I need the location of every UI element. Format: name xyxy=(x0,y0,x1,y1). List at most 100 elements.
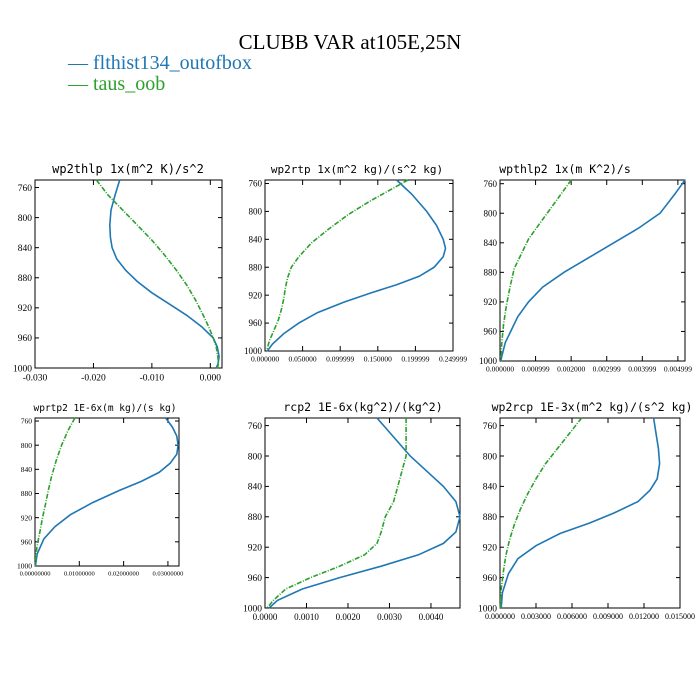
series-line-flthist134 xyxy=(499,179,686,362)
x-tick-label: 0.01000000 xyxy=(64,571,95,578)
y-tick-label: 760 xyxy=(484,179,498,189)
x-tick-label: 0.002000 xyxy=(557,365,585,374)
y-tick-label: 960 xyxy=(484,327,498,337)
series-line-taus-oob xyxy=(266,418,407,609)
plot-frame xyxy=(264,417,461,609)
y-tick-label: 1000 xyxy=(478,604,497,614)
x-tick-label: 0.003999 xyxy=(628,365,656,374)
x-tick-label: 0.0010 xyxy=(294,612,319,622)
y-tick-label: 760 xyxy=(483,422,498,432)
series-line-taus-oob xyxy=(34,417,76,567)
x-tick-label: -0.020 xyxy=(81,374,106,384)
x-tick-label: -0.030 xyxy=(23,374,48,384)
y-tick-label: 880 xyxy=(21,489,33,498)
x-tick-label: 0.249999 xyxy=(439,355,467,364)
series-line-taus-oob xyxy=(499,417,583,609)
x-tick-label: 0.000 xyxy=(200,374,222,384)
x-tick-label: 0.02000000 xyxy=(108,571,139,578)
x-tick-label: 0.099999 xyxy=(326,355,354,364)
x-tick-label: 0.0030 xyxy=(377,612,402,622)
x-tick-label: 0.150000 xyxy=(364,355,392,364)
x-tick-label: 0.000999 xyxy=(522,365,550,374)
x-tick-label: 0.0040 xyxy=(419,612,444,622)
y-tick-label: 960 xyxy=(248,574,263,584)
y-tick-label: 880 xyxy=(249,262,263,272)
y-tick-label: 760 xyxy=(18,184,33,194)
y-tick-label: 880 xyxy=(484,267,498,277)
series-line-taus-oob xyxy=(265,179,409,352)
x-tick-label: 0.199999 xyxy=(401,355,429,364)
y-tick-label: 800 xyxy=(18,214,33,224)
y-tick-label: 920 xyxy=(484,297,498,307)
series-line-flthist134 xyxy=(268,417,461,609)
plot-frame xyxy=(34,179,223,369)
series-line-flthist134 xyxy=(108,179,220,369)
x-tick-label: 0.0000 xyxy=(253,612,278,622)
y-tick-label: 840 xyxy=(18,244,33,254)
series-line-flthist134 xyxy=(34,417,179,567)
y-tick-label: 840 xyxy=(483,483,498,493)
y-tick-label: 1000 xyxy=(13,364,32,374)
y-tick-label: 1000 xyxy=(243,604,262,614)
x-tick-label: 0.006000 xyxy=(557,612,587,621)
legend-entry-taus-oob: — taus_oob xyxy=(68,73,166,95)
y-tick-label: 840 xyxy=(484,238,498,248)
x-tick-label: 0.015000 xyxy=(665,612,695,621)
y-tick-label: 960 xyxy=(249,318,263,328)
y-tick-label: 840 xyxy=(248,483,263,493)
y-tick-label: 920 xyxy=(483,544,498,554)
y-tick-label: 920 xyxy=(248,544,263,554)
x-tick-label: 0.002999 xyxy=(593,365,621,374)
y-tick-label: 840 xyxy=(249,234,263,244)
y-tick-label: 920 xyxy=(18,304,33,314)
plot-frame xyxy=(34,417,180,567)
x-tick-label: 0.050000 xyxy=(289,355,317,364)
y-tick-label: 1000 xyxy=(479,356,498,366)
x-tick-label: 0.012000 xyxy=(629,612,659,621)
x-tick-label: 0.004999 xyxy=(664,365,692,374)
y-tick-label: 960 xyxy=(483,574,498,584)
panel-title: rcp2 1E-6x(kg^2)/(kg^2) xyxy=(283,400,442,414)
series-line-flthist134 xyxy=(500,417,661,609)
series-line-flthist134 xyxy=(266,179,447,352)
y-tick-label: 960 xyxy=(18,334,33,344)
plot-frame xyxy=(499,179,686,362)
x-tick-label: 0.000000 xyxy=(485,612,515,621)
y-tick-label: 800 xyxy=(483,452,498,462)
plot-frame xyxy=(499,417,681,609)
page-title: CLUBB VAR at105E,25N xyxy=(238,30,462,54)
plot-frame xyxy=(264,179,454,352)
y-tick-label: 800 xyxy=(484,208,498,218)
y-tick-label: 760 xyxy=(249,179,263,189)
x-tick-label: 0.00000000 xyxy=(20,571,51,578)
y-tick-label: 760 xyxy=(248,422,263,432)
panel-title: wp2rcp 1E-3x(m^2 kg)/(s^2 kg) xyxy=(492,400,693,414)
y-tick-label: 840 xyxy=(21,465,33,474)
y-tick-label: 800 xyxy=(249,207,263,217)
y-tick-label: 800 xyxy=(21,441,33,450)
series-line-taus-oob xyxy=(95,179,220,369)
x-tick-label: 0.009000 xyxy=(593,612,623,621)
y-tick-label: 880 xyxy=(483,513,498,523)
legend-entry-flthist134: — flthist134_outofbox xyxy=(68,52,252,74)
x-tick-label: 0.000000 xyxy=(486,365,514,374)
y-tick-label: 880 xyxy=(248,513,263,523)
y-tick-label: 1000 xyxy=(244,346,263,356)
x-tick-label: 0.000000 xyxy=(251,355,279,364)
y-tick-label: 920 xyxy=(249,290,263,300)
panel-title: wpthlp2 1x(m K^2)/s xyxy=(499,162,631,176)
panel-title: wp2rtp 1x(m^2 kg)/(s^2 kg) xyxy=(271,163,443,176)
y-tick-label: 920 xyxy=(21,513,33,522)
x-tick-label: 0.003000 xyxy=(521,612,551,621)
y-tick-label: 760 xyxy=(21,417,33,426)
y-tick-label: 880 xyxy=(18,274,33,284)
x-tick-label: -0.010 xyxy=(140,374,165,384)
panel-title: wp2thlp 1x(m^2 K)/s^2 xyxy=(52,162,204,176)
y-tick-label: 800 xyxy=(248,452,263,462)
y-tick-label: 1000 xyxy=(17,562,32,571)
series-line-taus-oob xyxy=(499,179,572,362)
y-tick-label: 960 xyxy=(21,537,33,546)
x-tick-label: 0.03000000 xyxy=(152,571,183,578)
panel-title: wprtp2 1E-6x(m kg)/(s kg) xyxy=(34,403,177,414)
